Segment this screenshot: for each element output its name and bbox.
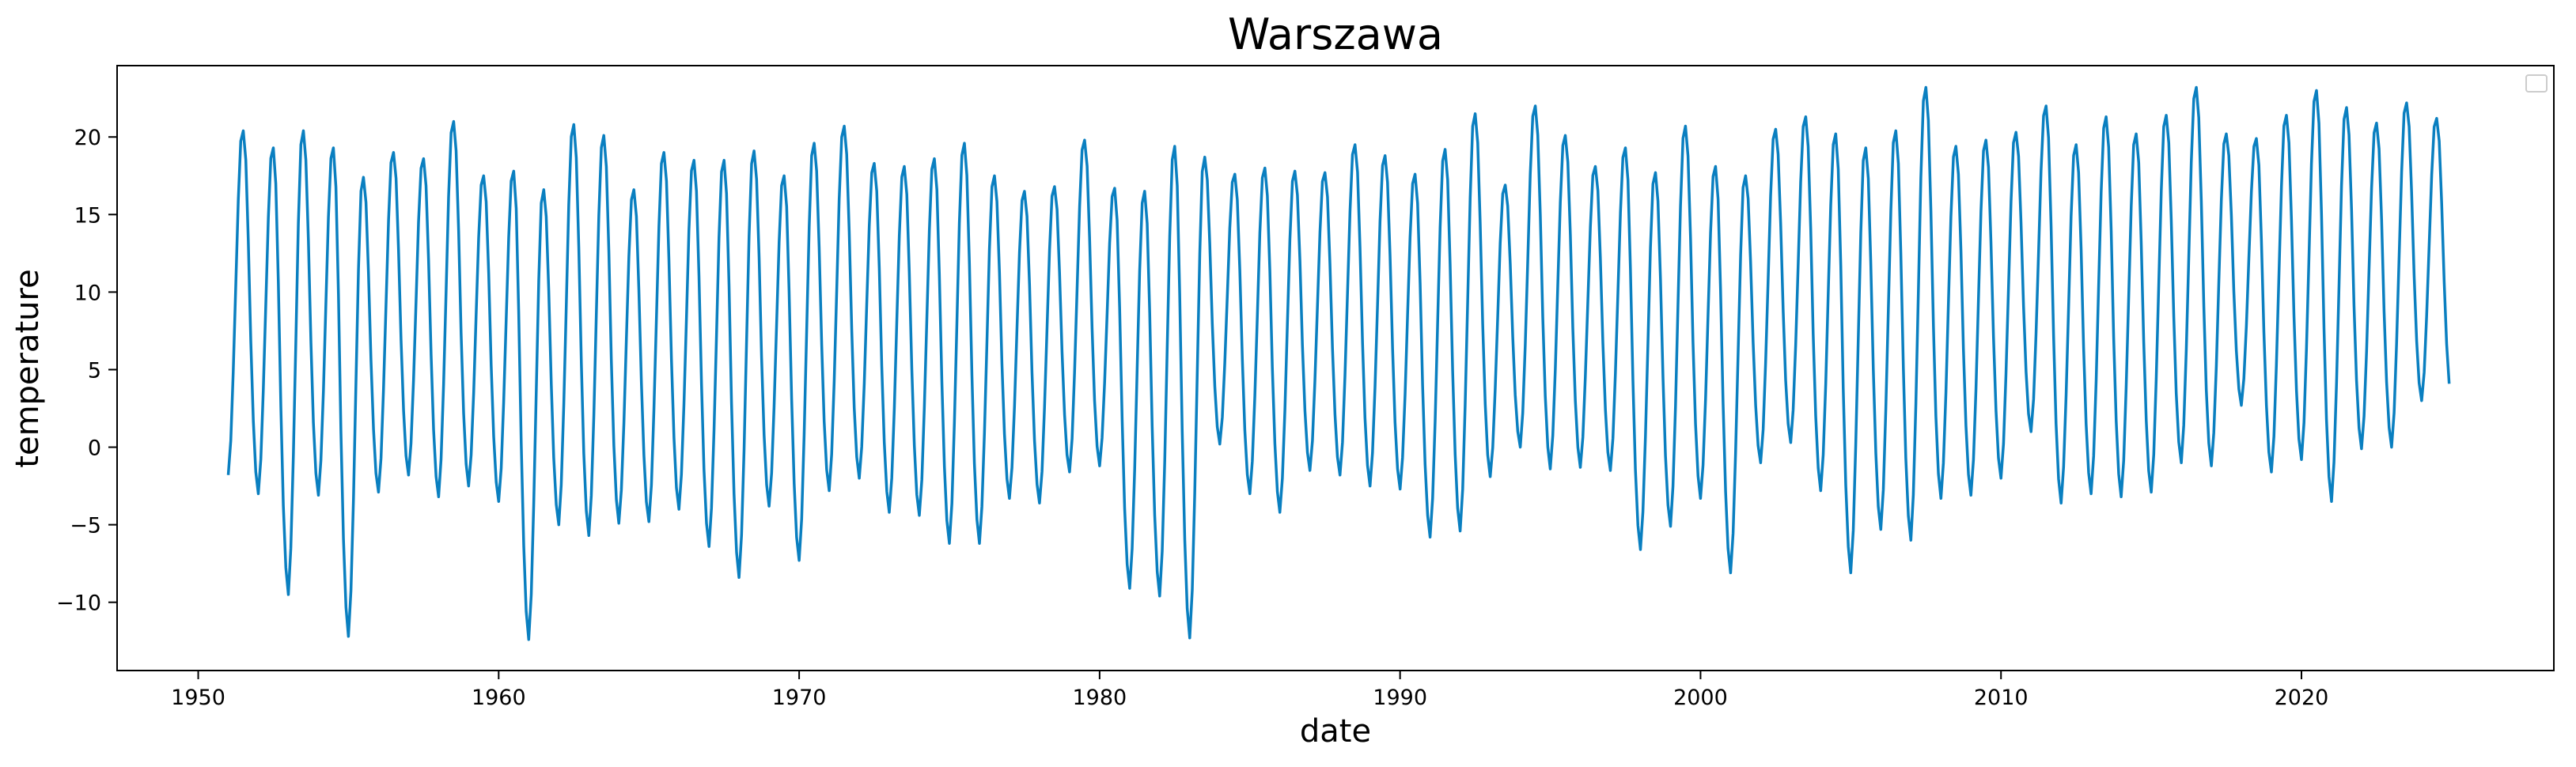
y-tick-label: 10 [74, 281, 101, 305]
plot-area [116, 65, 2555, 671]
y-tick-label: 15 [74, 203, 101, 228]
x-tick-label: 1960 [472, 686, 526, 710]
x-tick-label: 2020 [2275, 686, 2329, 710]
x-axis-label: date [1300, 713, 1371, 750]
x-tick-label: 1980 [1073, 686, 1127, 710]
legend-box [2525, 74, 2548, 93]
x-tick-label: 1990 [1373, 686, 1427, 710]
x-axis: 1950 1960 1970 1980 1990 2000 2010 2020 [171, 671, 2328, 710]
y-axis-label: temperature [9, 269, 46, 467]
y-tick-label: −10 [56, 591, 101, 616]
y-tick-label: 20 [74, 126, 101, 150]
y-axis: −10 −5 0 5 10 15 20 [56, 126, 117, 616]
y-tick-label: −5 [70, 514, 101, 538]
y-tick-label: 0 [88, 436, 101, 461]
x-tick-label: 1950 [171, 686, 225, 710]
x-tick-label: 1970 [772, 686, 827, 710]
x-tick-label: 2000 [1673, 686, 1728, 710]
x-tick-label: 2010 [1974, 686, 2029, 710]
chart-title: Warszawa [1228, 9, 1443, 59]
temperature-series-line [226, 85, 2451, 641]
series-group [226, 85, 2451, 641]
plot-frame [116, 65, 2555, 671]
y-tick-label: 5 [88, 358, 101, 383]
